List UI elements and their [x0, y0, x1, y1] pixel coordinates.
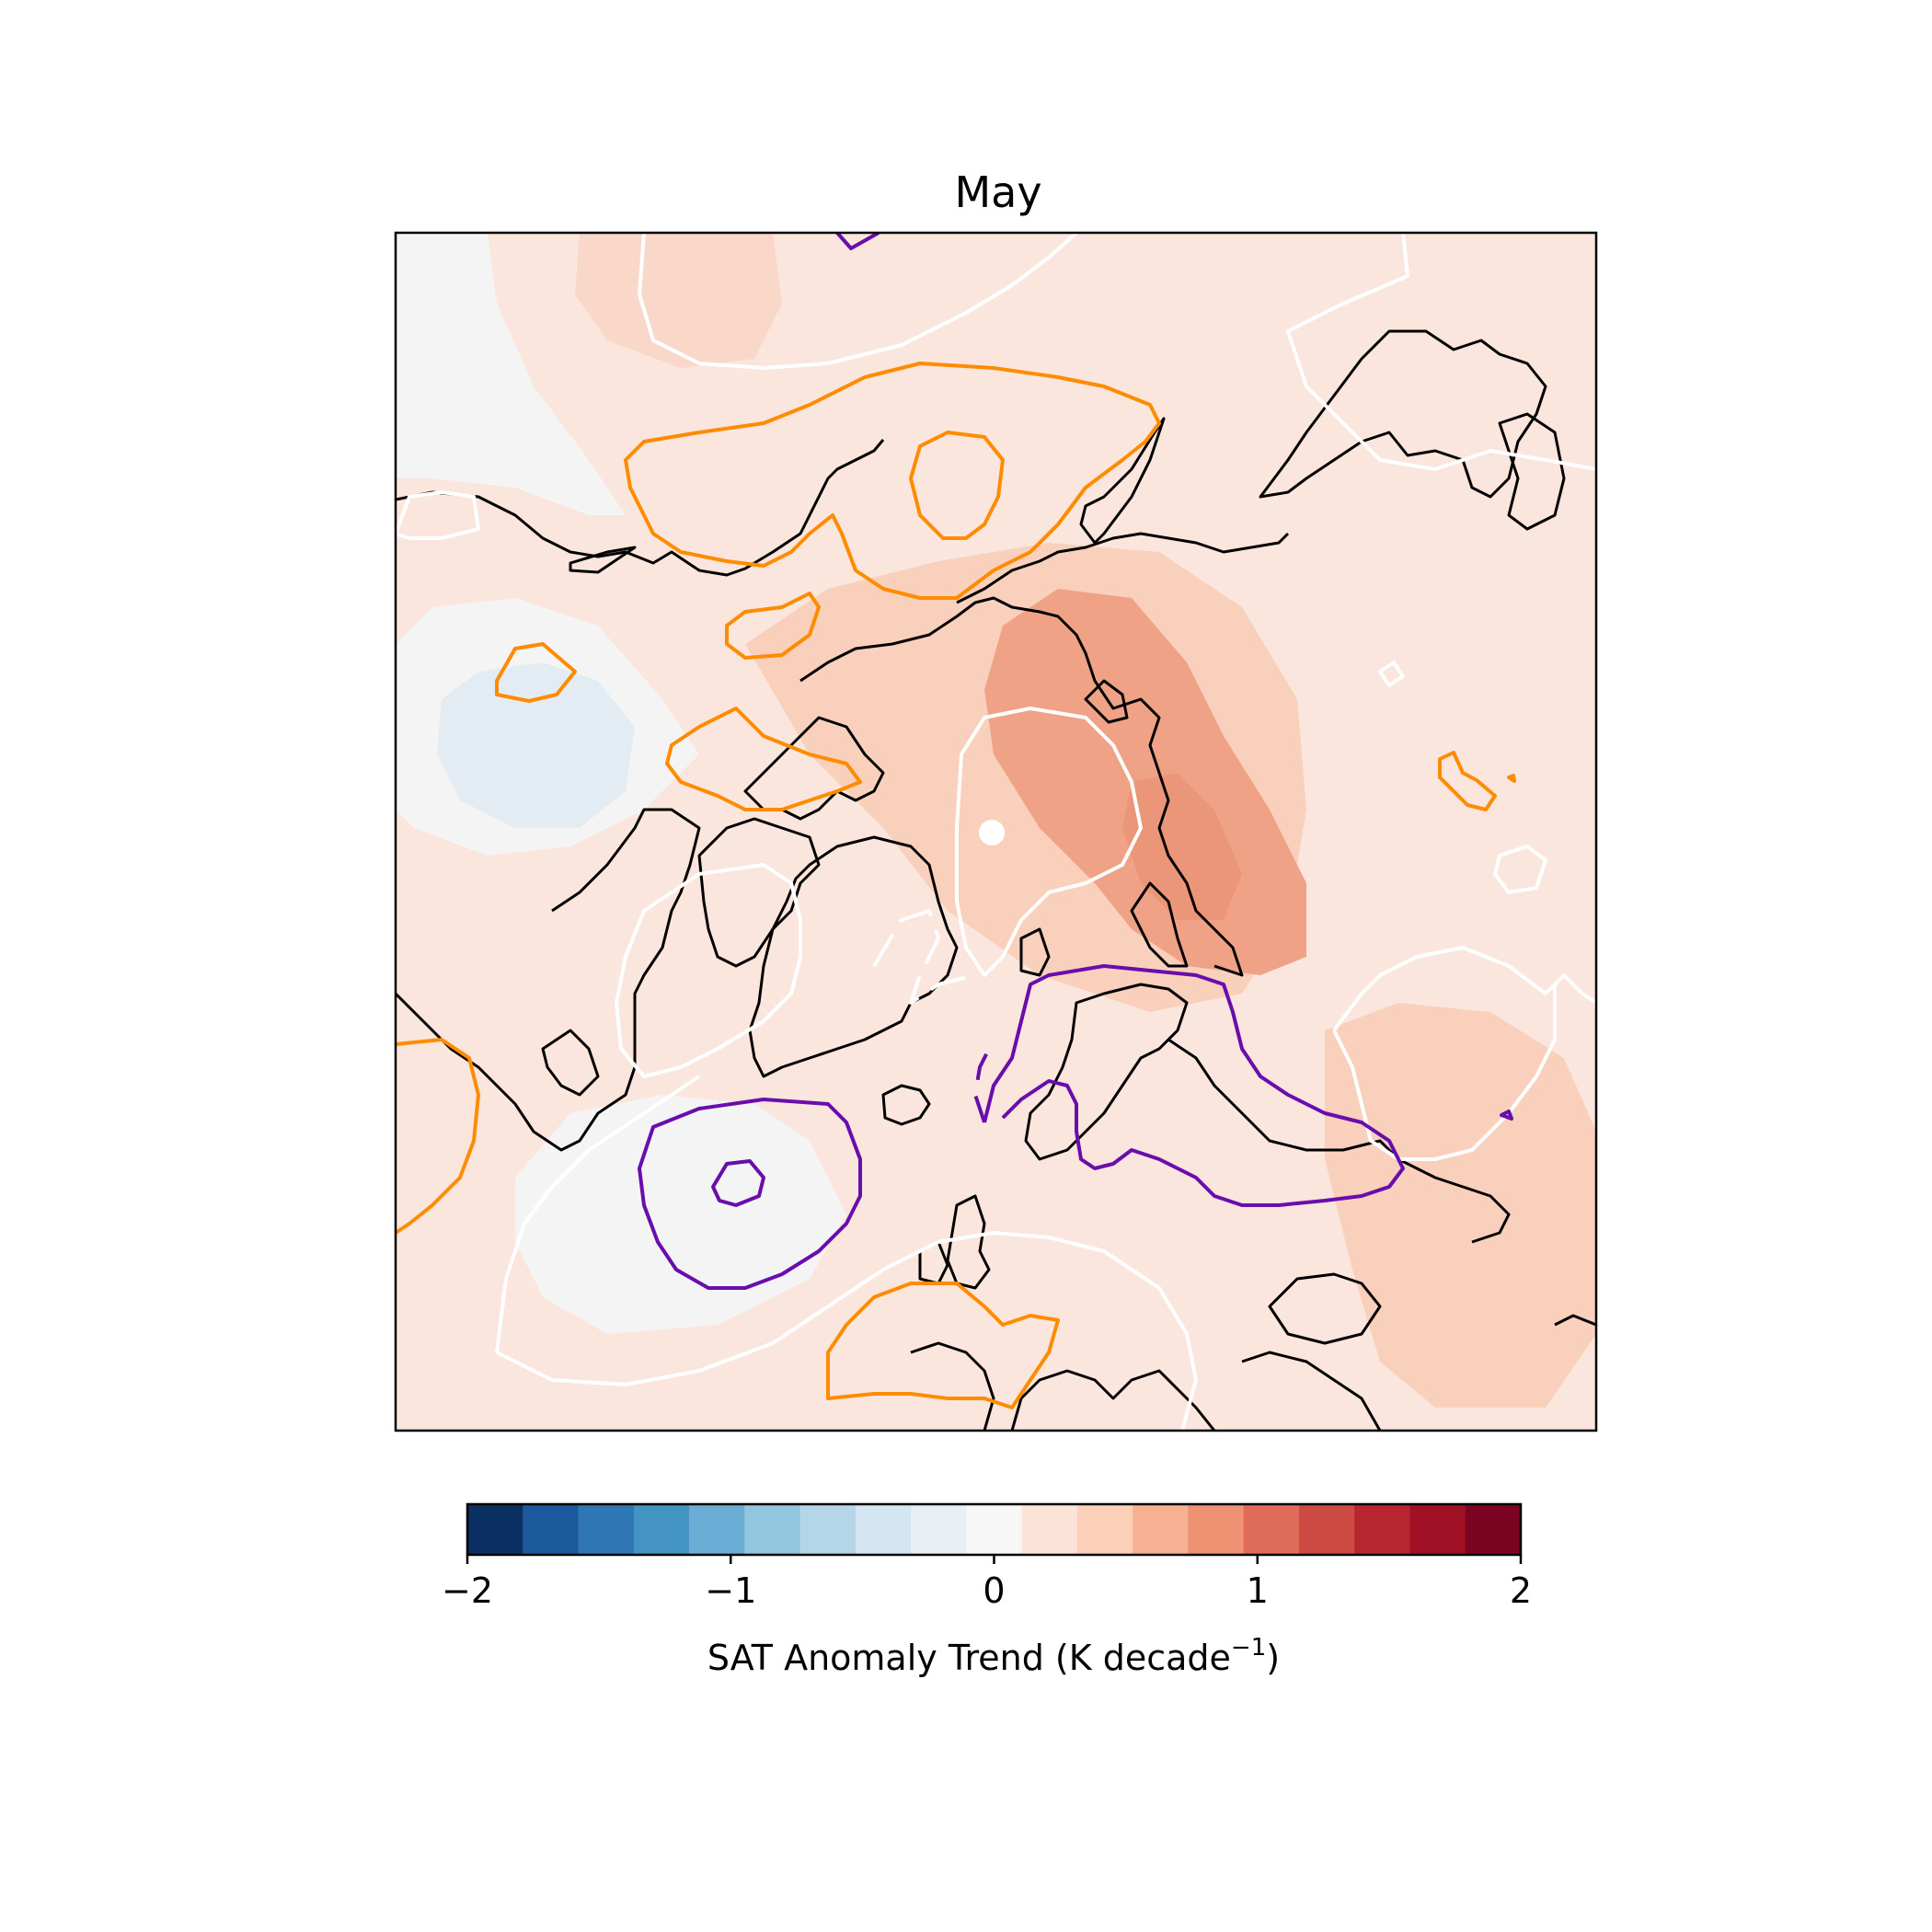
white-contour-arctic: [955, 707, 1143, 977]
coast-finland-russia: [1167, 1038, 1511, 1244]
coastlines: [396, 329, 1596, 1431]
coast-mideast: [1241, 1351, 1382, 1431]
coast-greenland: [748, 835, 959, 1078]
coast-black-caspian: [1268, 1272, 1382, 1345]
white-contour-small-ring: [1493, 845, 1547, 894]
coast-hudson-bay: [541, 1029, 600, 1097]
purple-contour-dot: [1500, 1110, 1513, 1121]
coast-chukotka: [1079, 417, 1166, 545]
colorbar-segment: [966, 1504, 1023, 1555]
white-contour-atlantic-low: [496, 1231, 1198, 1431]
orange-contour-canada: [665, 707, 862, 811]
orange-contour-east-small: [1438, 751, 1497, 811]
colorbar-segment: [1133, 1504, 1190, 1555]
trend-fill-near-zero-atlantic: [515, 1095, 846, 1334]
white-contour-atlantic: [495, 1075, 701, 1353]
trend-fill-near-zero-nw: [396, 233, 626, 515]
coast-alaska: [396, 439, 885, 577]
white-contour-greenland-dash: [872, 909, 976, 1005]
white-contour-small-dot: [1378, 661, 1405, 687]
colorbar-segment: [523, 1504, 580, 1555]
orange-contour-siberia-north: [909, 431, 1005, 540]
pole-marker: [979, 820, 1005, 845]
orange-contour-east-dot: [1507, 774, 1516, 783]
white-contour-east-loop: [1332, 984, 1557, 1161]
trend-fill-moderate-east: [1325, 1003, 1596, 1408]
colorbar-segments: [467, 1504, 1522, 1555]
purple-contour-dash: [973, 1039, 995, 1123]
colorbar-segment: [1354, 1504, 1411, 1555]
orange-contour-alaska: [624, 362, 1161, 600]
purple-contour-eurasia: [983, 964, 1405, 1207]
colorbar-tick-label: 1: [1247, 1570, 1269, 1611]
coast-taymyr: [1084, 679, 1129, 724]
colorbar-label-main: SAT Anomaly Trend (K decade: [707, 1638, 1231, 1678]
colorbar-tick-label: 0: [983, 1570, 1005, 1611]
colorbar-ticks: −2 −1 0 1 2: [442, 1555, 1532, 1611]
trend-fill-moderate-pacific: [575, 233, 782, 368]
coast-russia-arctic: [799, 596, 1244, 977]
colorbar-segment: [689, 1504, 745, 1555]
purple-contour-atlantic-outer: [638, 1098, 862, 1290]
coast-kuril-japan: [1498, 412, 1566, 531]
coast-british-isles: [946, 1194, 991, 1290]
colorbar-segment: [855, 1504, 912, 1555]
purple-contour-top: [835, 233, 880, 250]
coast-novaya-zemlya: [1130, 881, 1189, 968]
trend-fill-negative-west: [437, 662, 635, 828]
white-contour-bering: [396, 490, 480, 540]
coast-baffin: [697, 817, 821, 968]
trend-fill-strong-core: [1122, 773, 1242, 920]
colorbar-segment: [1021, 1504, 1078, 1555]
coast-europe-west: [910, 1341, 995, 1431]
colorbar-segment: [1076, 1504, 1133, 1555]
colorbar-segment: [1188, 1504, 1245, 1555]
colorbar: −2 −1 0 1 2 SAT Anomaly Trend (K decade−1): [442, 1502, 1532, 1678]
colorbar-label-close: ): [1266, 1638, 1280, 1678]
map-panel: [394, 231, 1598, 1432]
coast-canada-mainland: [396, 808, 701, 1152]
colorbar-segment: [1409, 1504, 1466, 1555]
contours-purple: [638, 233, 1513, 1290]
colorbar-segment: [1243, 1504, 1300, 1555]
white-contour-canada: [615, 863, 802, 1078]
colorbar-segment: [799, 1504, 857, 1555]
coast-china: [1554, 1314, 1596, 1327]
coast-siberia-north: [956, 532, 1290, 604]
orange-contour-west-edge: [396, 1038, 480, 1235]
colorbar-tick-label: −1: [705, 1570, 756, 1611]
colorbar-tick-label: 2: [1510, 1570, 1532, 1611]
colorbar-segment: [467, 1504, 523, 1555]
purple-contour-atlantic-inner: [711, 1159, 765, 1207]
white-contour-pacific: [638, 233, 1078, 370]
white-contour-ne: [1286, 233, 1596, 471]
orange-contour-small-west: [495, 642, 577, 703]
coast-iceland: [881, 1084, 931, 1126]
coast-kamchatka-okhotsk: [1259, 329, 1547, 499]
colorbar-segment: [578, 1504, 635, 1555]
contours-orange: [396, 362, 1516, 1409]
coast-svalbard: [1019, 927, 1051, 977]
orange-contour-beaufort: [725, 592, 821, 660]
contours-white: [396, 233, 1596, 1431]
colorbar-label: SAT Anomaly Trend (K decade−1): [707, 1634, 1280, 1678]
colorbar-tick-label: −2: [442, 1570, 493, 1611]
map-title: May: [954, 167, 1041, 217]
colorbar-label-sup: −1: [1231, 1634, 1266, 1662]
colorbar-segment: [911, 1504, 967, 1555]
orange-contour-europe: [826, 1282, 1060, 1409]
colorbar-segment: [633, 1504, 690, 1555]
coast-canadian-archipelago: [743, 716, 885, 821]
coast-europe-south: [1010, 1369, 1216, 1431]
white-contour-east: [1332, 946, 1596, 1032]
map-frame: [394, 231, 1598, 1432]
colorbar-segment: [744, 1504, 801, 1555]
coast-scandinavia: [1024, 983, 1189, 1161]
colorbar-segment: [1298, 1504, 1355, 1555]
coast-aleutians: [569, 546, 637, 574]
colorbar-segment: [1465, 1504, 1522, 1555]
